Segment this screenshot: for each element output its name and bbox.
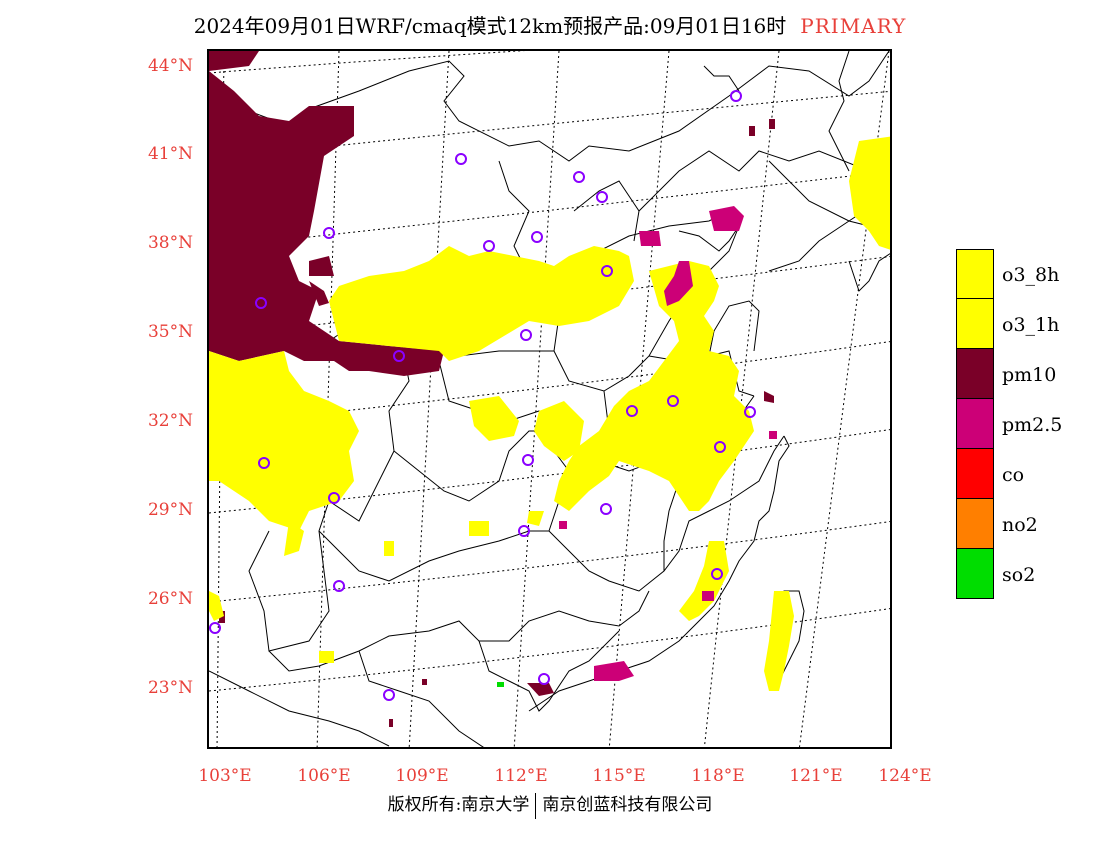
- copyright-footer: 版权所有:南京大学 南京创蓝科技有限公司: [0, 790, 1100, 819]
- legend-item-no2: no2: [956, 499, 1096, 549]
- lat-label-26: 26°N: [147, 589, 193, 609]
- legend-label: co: [1002, 464, 1025, 486]
- forecast-map[interactable]: [207, 49, 892, 749]
- copyright-text: 版权所有:南京大学: [387, 795, 530, 815]
- legend-label: pm10: [1002, 364, 1057, 386]
- legend-swatch: [956, 249, 994, 299]
- lon-label-121: 121°E: [789, 766, 843, 786]
- map-title: 2024年09月01日WRF/cmaq模式12km预报产品:09月01日16时 P…: [0, 10, 1100, 39]
- lat-label-38: 38°N: [147, 233, 193, 253]
- primary-tag: PRIMARY: [800, 14, 907, 38]
- legend-label: o3_1h: [1002, 314, 1060, 336]
- lon-label-109: 109°E: [395, 766, 449, 786]
- legend-item-o3-1h: o3_1h: [956, 299, 1096, 349]
- legend-item-pm10: pm10: [956, 349, 1096, 399]
- legend-swatch: [956, 549, 994, 599]
- title-text: 2024年09月01日WRF/cmaq模式12km预报产品:09月01日16时: [193, 14, 787, 38]
- legend-item-so2: so2: [956, 549, 1096, 599]
- o3-region: [209, 136, 890, 691]
- lat-label-29: 29°N: [147, 500, 193, 520]
- lon-label-124: 124°E: [878, 766, 932, 786]
- lon-label-112: 112°E: [494, 766, 548, 786]
- lon-label-103: 103°E: [198, 766, 252, 786]
- legend-label: so2: [1002, 564, 1036, 586]
- legend-item-co: co: [956, 449, 1096, 499]
- legend-swatch: [956, 399, 994, 449]
- company-text: 南京创蓝科技有限公司: [542, 795, 713, 815]
- lat-label-23: 23°N: [147, 678, 193, 698]
- city-markers: [209, 90, 756, 701]
- lat-label-44: 44°N: [147, 56, 193, 76]
- lon-label-115: 115°E: [592, 766, 646, 786]
- legend-swatch: [956, 449, 994, 499]
- pm25-region: [559, 206, 777, 681]
- lon-label-118: 118°E: [691, 766, 745, 786]
- legend-item-o3-8h: o3_8h: [956, 249, 1096, 299]
- legend-swatch: [956, 299, 994, 349]
- legend-label: pm2.5: [1002, 414, 1063, 436]
- lat-label-41: 41°N: [147, 144, 193, 164]
- pollutant-legend: o3_8h o3_1h pm10 pm2.5 co no2 so2: [956, 249, 1096, 599]
- footer-divider: [535, 792, 537, 819]
- map-canvas: [209, 51, 890, 747]
- lat-label-32: 32°N: [147, 411, 193, 431]
- legend-item-pm25: pm2.5: [956, 399, 1096, 449]
- legend-label: no2: [1002, 514, 1038, 536]
- lat-label-35: 35°N: [147, 322, 193, 342]
- lon-label-106: 106°E: [297, 766, 351, 786]
- so2-point: [497, 682, 504, 687]
- legend-swatch: [956, 499, 994, 549]
- legend-swatch: [956, 349, 994, 399]
- legend-label: o3_8h: [1002, 264, 1060, 286]
